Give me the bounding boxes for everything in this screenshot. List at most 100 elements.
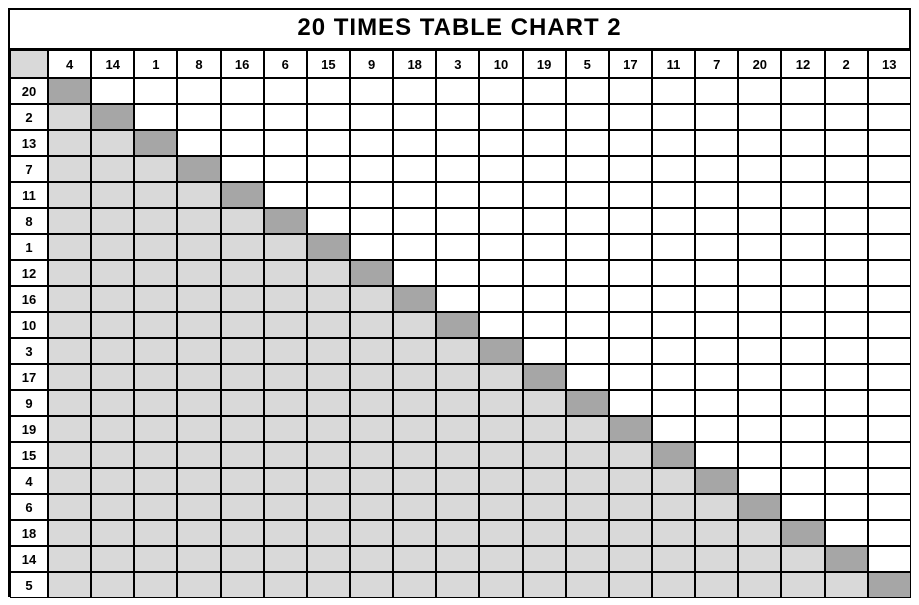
grid-cell [264,130,307,156]
grid-cell [264,312,307,338]
grid-cell [221,182,264,208]
grid-cell [523,572,566,598]
grid-cell [264,468,307,494]
grid-cell [307,130,350,156]
grid-cell [652,286,695,312]
grid-cell [566,468,609,494]
grid-cell [393,78,436,104]
grid-cell [825,208,868,234]
grid-cell [393,338,436,364]
grid-cell [436,468,479,494]
grid-cell [609,182,652,208]
grid-cell [393,468,436,494]
grid-cell [48,416,91,442]
grid-cell [652,234,695,260]
grid-cell [695,494,738,520]
grid-cell [264,286,307,312]
grid-cell [695,364,738,390]
grid-cell [307,468,350,494]
grid-cell [350,546,393,572]
grid-cell [307,520,350,546]
grid-cell [48,130,91,156]
grid-cell [566,572,609,598]
grid-cell [652,182,695,208]
column-header: 8 [177,50,220,78]
grid-cell [48,520,91,546]
grid-cell [393,182,436,208]
grid-cell [264,520,307,546]
grid-cell [825,494,868,520]
grid-cell [436,234,479,260]
grid-cell [566,156,609,182]
grid-cell [436,416,479,442]
grid-cell [523,286,566,312]
grid-cell [523,364,566,390]
grid-cell [350,130,393,156]
grid-cell [91,416,134,442]
grid-cell [652,312,695,338]
grid-cell [479,520,522,546]
grid-cell [738,130,781,156]
grid-cell [825,468,868,494]
grid-cell [393,286,436,312]
grid-cell [177,286,220,312]
grid-cell [479,312,522,338]
grid-cell [652,520,695,546]
grid-cell [695,182,738,208]
grid-cell [738,338,781,364]
grid-cell [825,130,868,156]
grid-cell [738,208,781,234]
column-header: 17 [609,50,652,78]
grid-cell [781,130,824,156]
grid-cell [307,546,350,572]
grid-cell [177,364,220,390]
grid-cell [868,494,911,520]
grid-cell [134,78,177,104]
grid-cell [307,364,350,390]
grid-cell [177,260,220,286]
grid-cell [307,312,350,338]
column-header: 13 [868,50,911,78]
grid-cell [781,286,824,312]
grid-cell [738,494,781,520]
grid-cell [566,338,609,364]
grid-cell [307,182,350,208]
grid-cell [825,234,868,260]
grid-cell [134,208,177,234]
grid-cell [91,208,134,234]
grid-cell [177,416,220,442]
grid-cell [825,442,868,468]
grid-cell [393,130,436,156]
column-header: 15 [307,50,350,78]
grid-cell [566,78,609,104]
grid-cell [695,104,738,130]
grid-cell [652,260,695,286]
row-header: 18 [10,520,48,546]
grid-cell [350,312,393,338]
grid-cell [479,572,522,598]
grid-cell [695,442,738,468]
grid-cell [350,572,393,598]
grid-cell [825,156,868,182]
grid-cell [781,546,824,572]
grid-cell [393,156,436,182]
grid-cell [436,182,479,208]
column-header: 11 [652,50,695,78]
grid-cell [134,390,177,416]
grid-cell [393,364,436,390]
grid-cell [566,520,609,546]
grid-cell [479,390,522,416]
grid-cell [825,312,868,338]
grid-cell [221,130,264,156]
grid-cell [781,78,824,104]
grid-cell [436,260,479,286]
grid-cell [350,442,393,468]
grid-cell [221,78,264,104]
grid-cell [695,572,738,598]
grid-cell [134,234,177,260]
grid-cell [825,390,868,416]
grid-cell [221,390,264,416]
grid-cell [350,104,393,130]
grid-cell [134,286,177,312]
grid-cell [350,494,393,520]
